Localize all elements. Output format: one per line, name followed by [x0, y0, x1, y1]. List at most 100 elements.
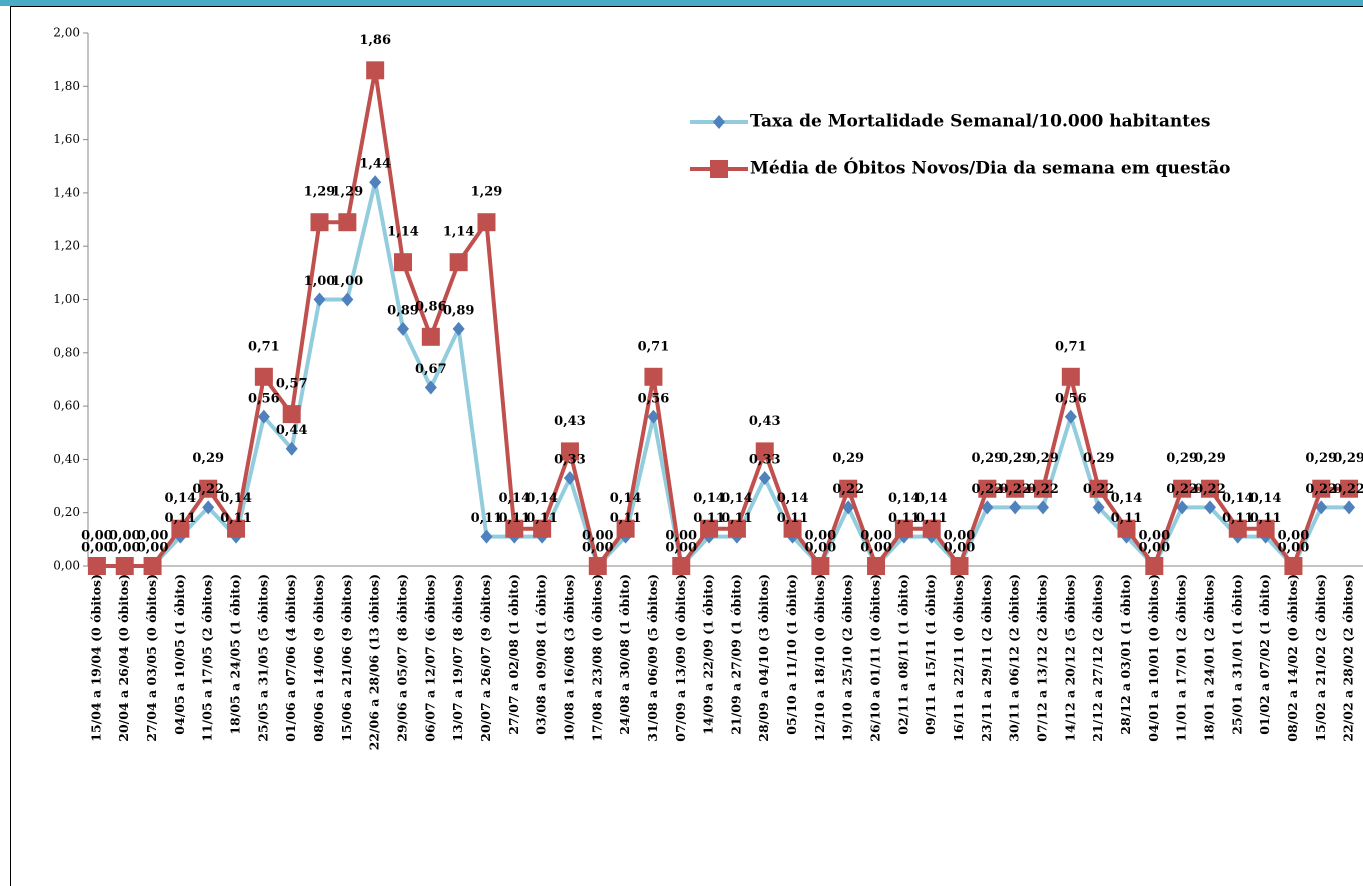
y-tick-label: 2,00 — [53, 26, 80, 40]
data-label: 0,00 — [137, 529, 169, 544]
x-tick-label: 15/04 a 19/04 (0 óbitos) — [88, 574, 103, 742]
marker — [1064, 409, 1077, 424]
x-tick-label: 06/07 a 12/07 (6 óbitos) — [422, 574, 437, 742]
data-label: 0,22 — [1166, 482, 1198, 497]
x-tick-label: 16/11 a 22/11 (0 óbitos) — [951, 574, 966, 742]
marker — [1117, 519, 1136, 538]
marker — [254, 367, 273, 386]
data-label: 0,14 — [777, 491, 809, 506]
data-label: 0,00 — [137, 541, 169, 556]
x-tick-label: 22/06 a 28/06 (13 óbitos) — [367, 574, 382, 750]
marker — [842, 500, 855, 515]
x-tick-label: 07/09 a 13/09 (0 óbitos) — [673, 574, 688, 742]
x-tick-label: 01/06 a 07/06 (4 óbitos) — [283, 574, 298, 742]
data-label: 0,56 — [638, 391, 670, 406]
x-tick-label: 21/09 a 27/09 (1 óbito) — [728, 574, 743, 735]
x-tick-label: 08/06 a 14/06 (9 óbitos) — [311, 574, 326, 742]
data-label: 0,00 — [944, 529, 976, 544]
data-label: 1,14 — [443, 225, 475, 240]
y-tick-label: 1,20 — [53, 239, 80, 253]
marker — [257, 409, 270, 424]
data-label: 0,29 — [999, 451, 1031, 466]
marker — [394, 253, 412, 272]
marker — [477, 213, 496, 232]
marker — [710, 160, 728, 178]
marker — [588, 557, 607, 575]
data-label: 0,00 — [665, 529, 697, 544]
y-tick-label: 0,40 — [53, 452, 80, 466]
marker — [1034, 479, 1052, 498]
marker — [1037, 500, 1049, 515]
x-tick-label: 20/04 a 26/04 (0 óbitos) — [116, 574, 131, 742]
data-label: 1,29 — [304, 185, 336, 200]
data-label: 0,11 — [888, 511, 920, 526]
x-tick-label: 01/02 a 07/02 (1 óbito) — [1257, 574, 1272, 735]
data-label: 0,22 — [832, 482, 864, 497]
data-label: 0,11 — [498, 511, 530, 526]
data-label: 0,00 — [665, 541, 697, 556]
data-label: 1,14 — [387, 225, 419, 240]
data-label: 0,14 — [916, 491, 948, 506]
top-bar — [0, 0, 1363, 6]
chart-frame — [10, 6, 1363, 886]
x-tick-label: 18/05 a 24/05 (1 óbito) — [228, 574, 243, 735]
x-tick-label: 24/08 a 30/08 (1 óbito) — [617, 574, 632, 735]
data-label: 0,29 — [1027, 451, 1059, 466]
data-label: 0,11 — [916, 511, 948, 526]
y-tick-label: 0,80 — [53, 345, 80, 359]
marker — [563, 471, 576, 486]
marker — [505, 519, 524, 538]
x-tick-label: 25/01 a 31/01 (1 óbito) — [1229, 574, 1244, 735]
data-label: 0,11 — [721, 511, 753, 526]
x-tick-label: 22/02 a 28/02 (2 óbitos) — [1341, 574, 1356, 742]
marker — [338, 213, 357, 232]
marker — [1228, 519, 1247, 538]
x-tick-label: 04/01 a 10/01 (0 óbitos) — [1146, 574, 1161, 742]
data-label: 0,00 — [1138, 529, 1170, 544]
data-label: 0,00 — [1278, 529, 1310, 544]
legend-label: Média de Óbitos Novos/Dia da semana em q… — [750, 158, 1230, 179]
marker — [313, 292, 326, 307]
data-label: 0,22 — [1083, 482, 1115, 497]
marker — [978, 479, 997, 498]
x-tick-label: 12/10 a 18/10 (0 óbitos) — [812, 574, 827, 742]
data-label: 1,00 — [332, 274, 364, 289]
data-label: 0,14 — [721, 491, 753, 506]
data-label: 0,11 — [165, 511, 197, 526]
marker — [1343, 500, 1356, 515]
data-label: 0,11 — [471, 511, 503, 526]
marker — [533, 519, 552, 538]
marker — [950, 557, 969, 575]
marker — [1312, 479, 1331, 498]
marker — [1176, 500, 1189, 515]
marker — [560, 442, 579, 461]
marker — [700, 519, 719, 538]
x-tick-label: 27/04 a 03/05 (0 óbitos) — [144, 574, 159, 742]
data-label: 0,33 — [554, 453, 586, 468]
marker — [811, 557, 830, 575]
marker — [894, 519, 913, 538]
x-tick-label: 14/12 a 20/12 (5 óbitos) — [1062, 574, 1077, 742]
data-label: 0,00 — [1138, 541, 1170, 556]
marker — [171, 519, 190, 538]
marker — [1340, 479, 1359, 498]
marker — [755, 442, 774, 461]
y-tick-label: 0,20 — [53, 505, 80, 519]
data-label: 0,44 — [276, 423, 308, 438]
data-label: 0,22 — [999, 482, 1031, 497]
marker — [644, 367, 663, 386]
data-label: 0,67 — [415, 362, 447, 377]
marker — [1092, 500, 1105, 515]
marker — [397, 321, 409, 336]
data-label: 0,71 — [638, 339, 670, 354]
x-tick-label: 10/08 a 16/08 (3 óbitos) — [561, 574, 576, 742]
data-label: 0,14 — [498, 491, 530, 506]
x-tick-label: 18/01 a 24/01 (2 óbitos) — [1201, 574, 1216, 742]
x-tick-label: 23/11 a 29/11 (2 óbitos) — [979, 574, 994, 742]
data-label: 0,00 — [81, 529, 113, 544]
marker — [783, 519, 802, 538]
x-tick-label: 27/07 a 02/08 (1 óbito) — [506, 574, 521, 735]
marker — [366, 61, 385, 80]
x-tick-label: 05/10 a 11/10 (1 óbito) — [784, 574, 799, 735]
x-tick-label: 20/07 a 26/07 (9 óbitos) — [478, 574, 493, 742]
